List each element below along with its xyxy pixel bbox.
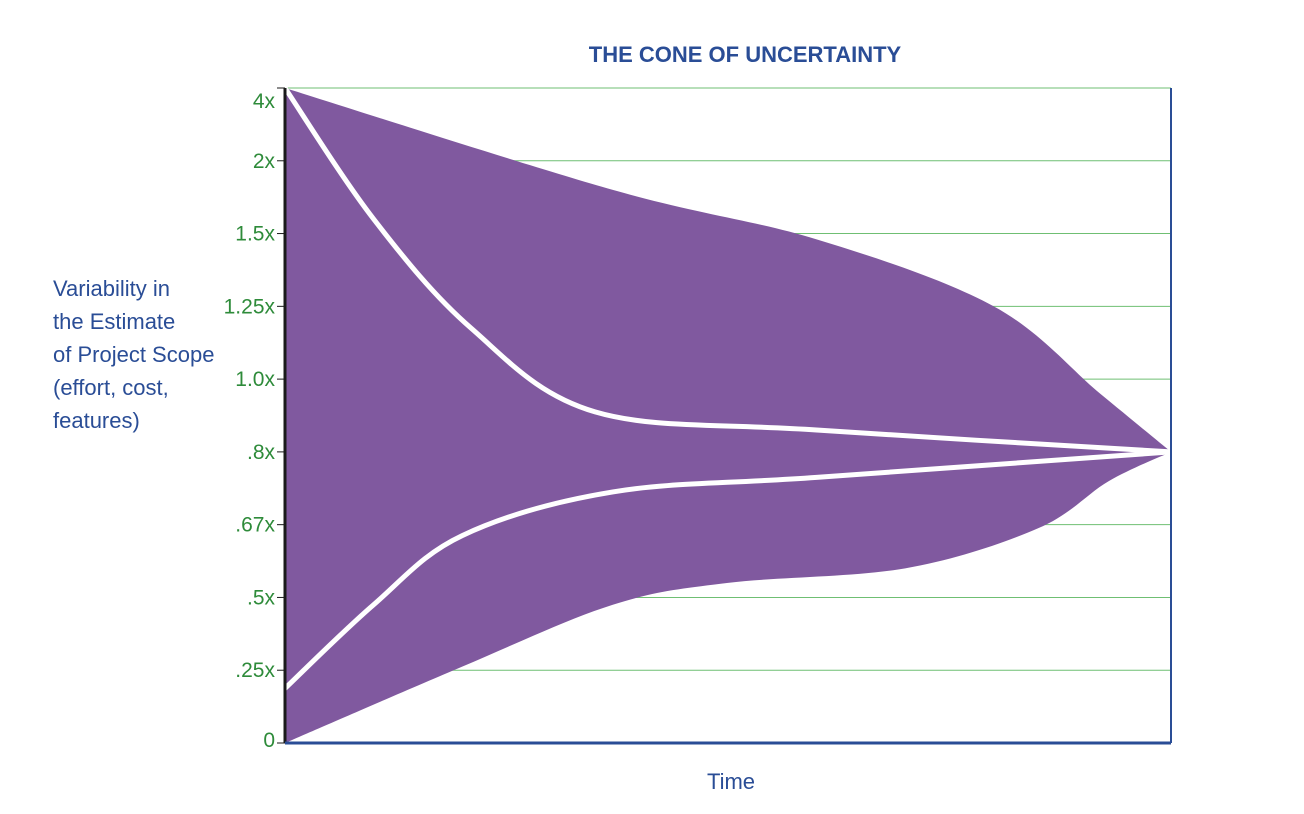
y-tick-label: 0 [263,729,275,752]
y-axis-label-line: Variability in [53,276,170,301]
y-tick-label: .8x [247,441,276,464]
y-tick-label: .67x [235,514,275,537]
y-tick-label: 2x [253,150,276,173]
y-tick-label: .5x [247,586,276,609]
y-tick-labels: 4x 2x 1.5x 1.25x 1.0x .8x .67x .5x .25x 0 [224,87,285,752]
chart-title: THE CONE OF UNCERTAINTY [589,42,902,67]
y-tick-label: 4x [253,90,276,113]
y-tick-label: 1.0x [235,368,275,391]
y-axis-label-line: the Estimate [53,309,175,334]
inner-lower-line [282,449,1174,691]
y-axis-label-line: features) [53,408,140,433]
y-tick-label: 1.5x [235,223,275,246]
y-tick-label: 1.25x [224,295,276,318]
axes [283,88,1172,745]
y-axis-label-line: of Project Scope [53,342,214,367]
inner-upper-line [282,85,1174,455]
cone-area [285,88,1171,743]
cone-area-fill [285,88,1171,743]
y-tick-label: .25x [235,659,275,682]
inner-lines [282,85,1174,691]
y-axis-label: Variability in the Estimate of Project S… [53,276,221,433]
x-axis-label: Time [707,769,755,794]
y-axis-label-line: (effort, cost, [53,375,169,400]
